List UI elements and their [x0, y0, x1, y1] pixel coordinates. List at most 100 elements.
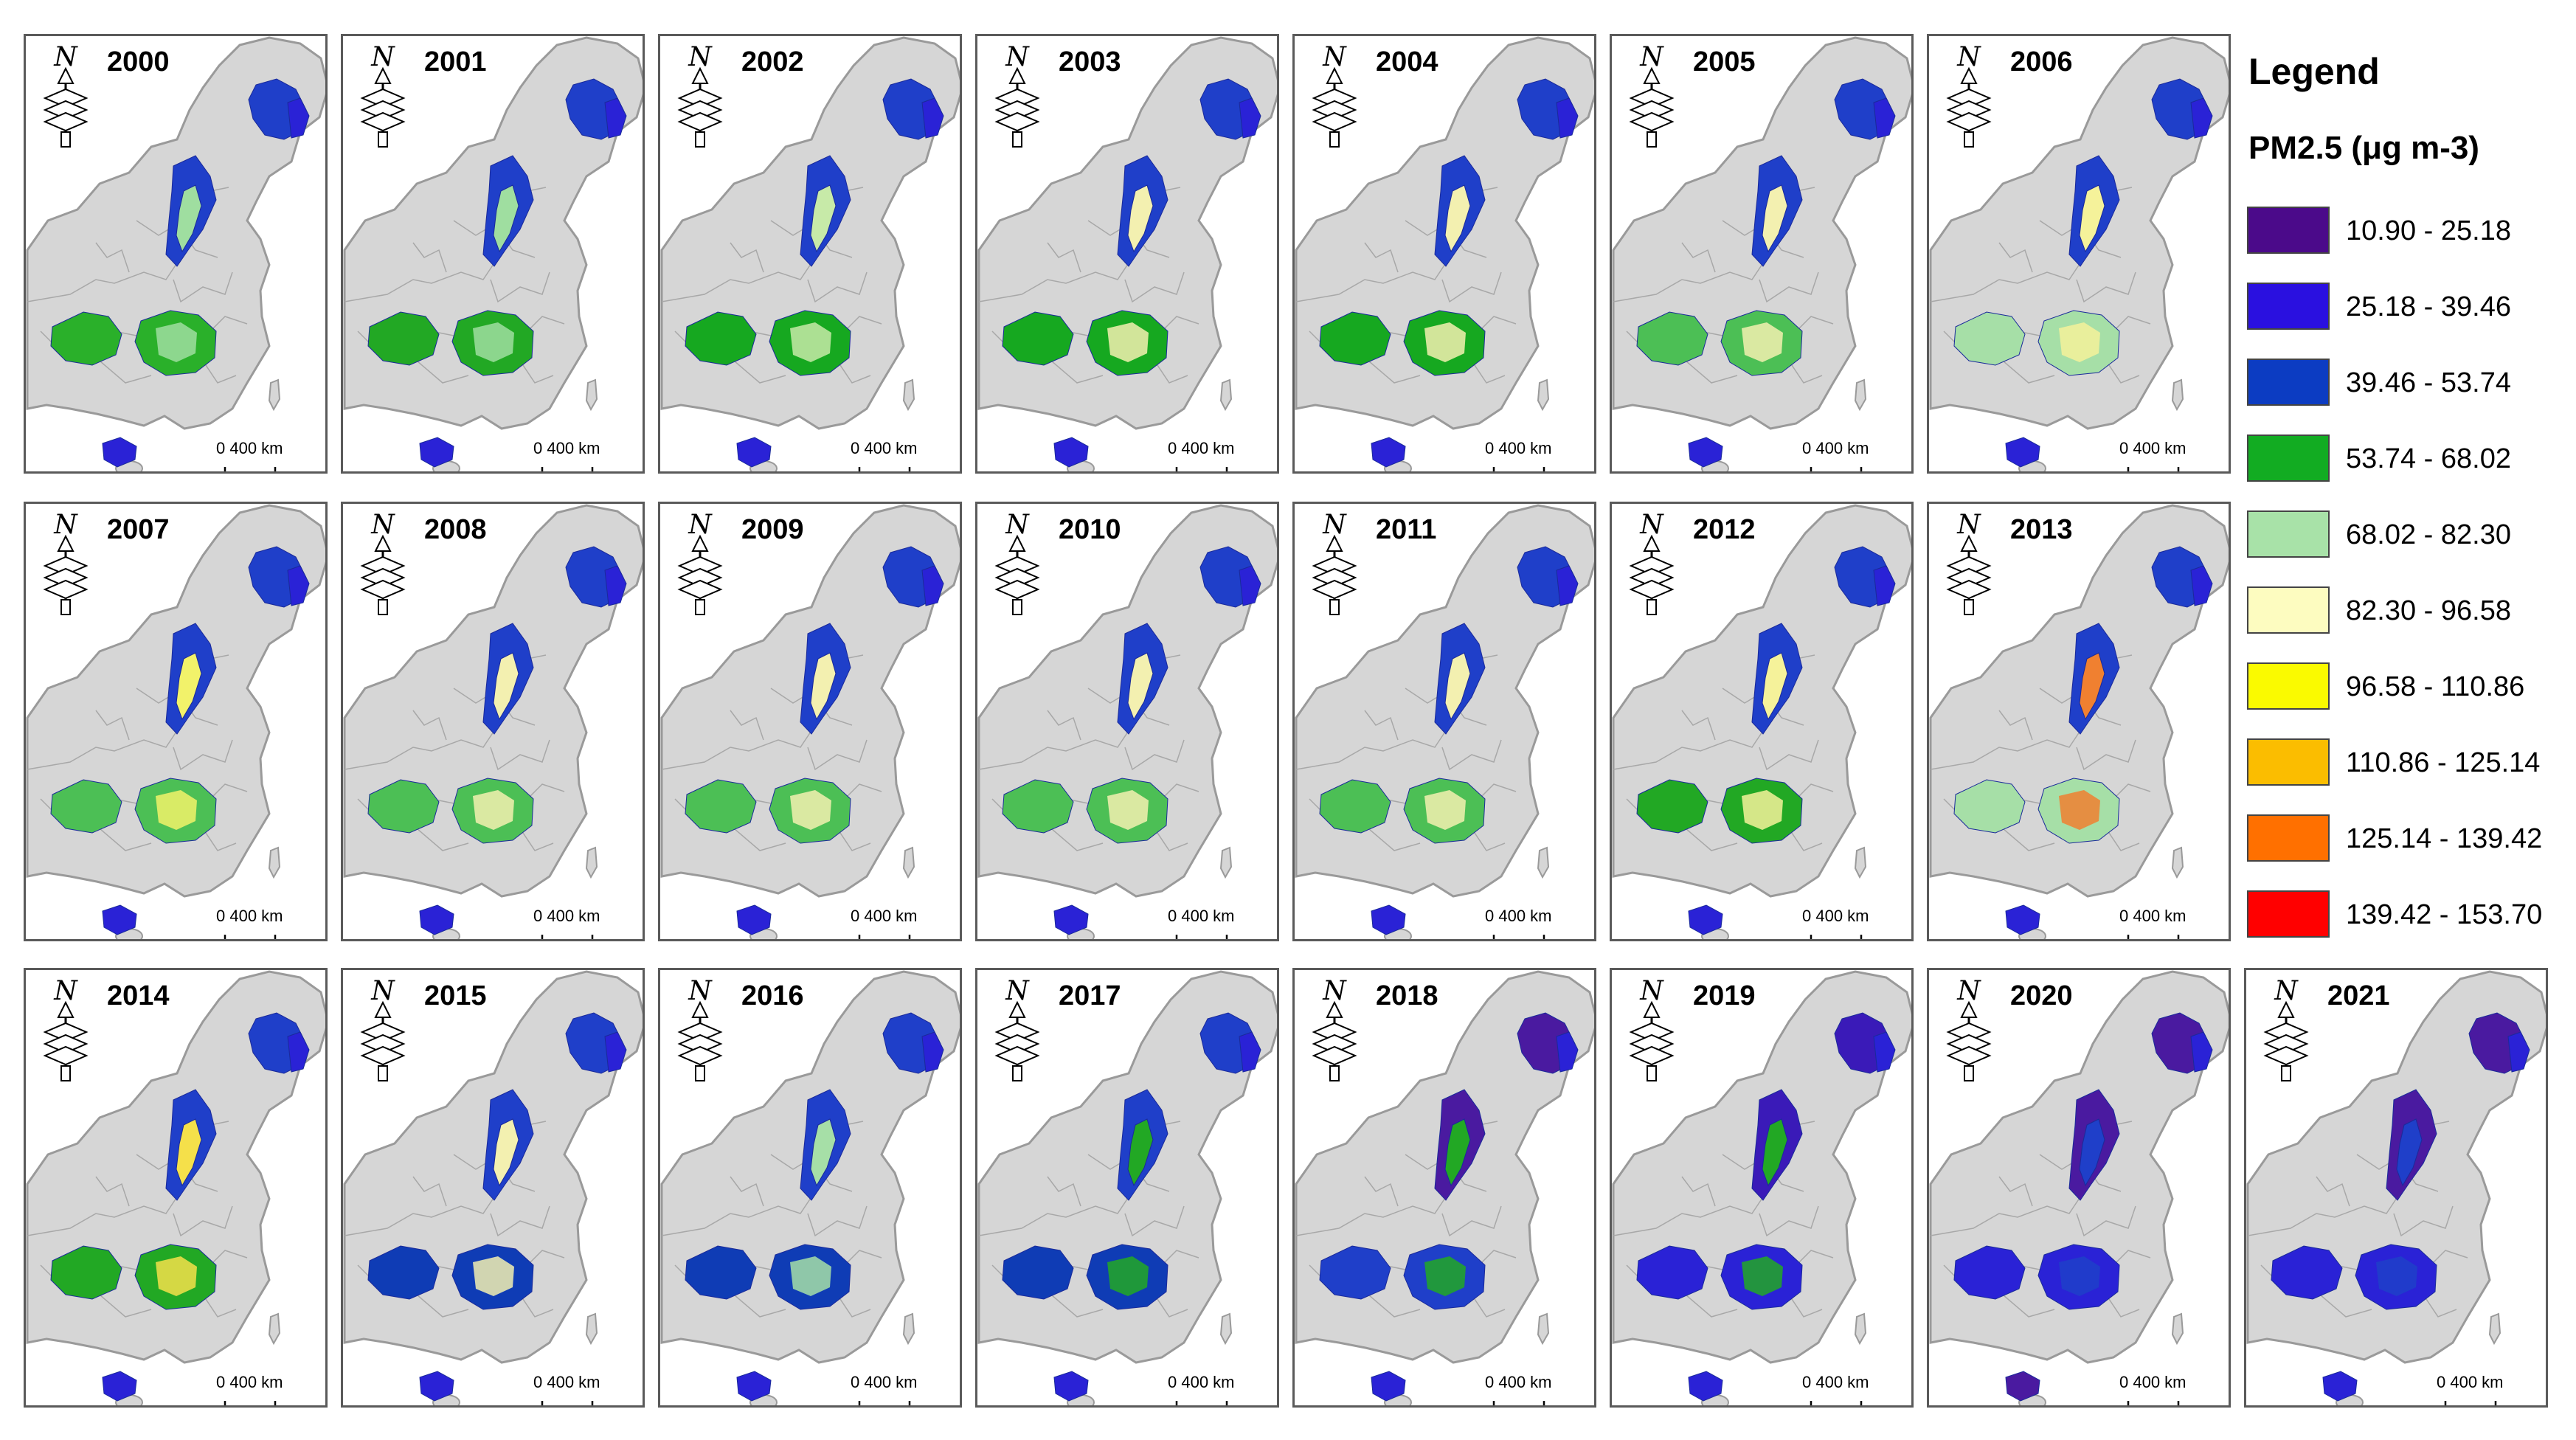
legend-class-label: 82.30 - 96.58 — [2346, 595, 2511, 626]
pm25-region — [1762, 184, 1788, 253]
scale-bar-label: 0 400 km — [851, 439, 918, 457]
map-year-label: 2021 — [2327, 980, 2390, 1011]
map-svg — [660, 36, 960, 471]
pm25-region — [1742, 790, 1783, 830]
pm25-region — [1002, 1245, 1074, 1300]
pm25-region — [102, 437, 137, 468]
map-panel-2008: N 2008 0 400 km — [341, 502, 645, 941]
scale-bar-label: 0 400 km — [216, 907, 283, 925]
map-year-label: 2009 — [741, 514, 804, 545]
island-east — [1537, 846, 1550, 879]
map-svg — [343, 970, 643, 1405]
pm25-region — [1424, 790, 1466, 830]
pm25-region — [1107, 1256, 1149, 1296]
pm25-region — [1953, 779, 2026, 834]
pm25-region — [50, 1245, 122, 1300]
province-boundary — [412, 1176, 447, 1207]
pm25-region — [156, 322, 197, 362]
legend-class: 125.14 - 139.42 — [2247, 814, 2572, 866]
pm25-region — [1688, 437, 1723, 468]
province-boundary — [730, 1176, 764, 1207]
scale-bar-label: 0 400 km — [1485, 1373, 1552, 1391]
scale-bar: 0 400 km — [1168, 1373, 1277, 1405]
svg-text:N: N — [688, 42, 713, 72]
island-east — [1219, 1312, 1233, 1346]
scale-bar-label: 0 400 km — [2119, 1373, 2187, 1391]
pm25-region — [419, 437, 454, 468]
scale-bar: 0 400 km — [2119, 907, 2229, 939]
map-panel-2017: N 2017 0 400 km — [975, 968, 1279, 1408]
north-arrow-icon: N — [32, 508, 100, 619]
scale-bar-label: 0 400 km — [2119, 439, 2187, 457]
pm25-region — [2271, 1245, 2343, 1300]
pm25-region — [473, 1256, 514, 1296]
province-boundary — [202, 1294, 237, 1318]
province-boundary — [807, 1205, 868, 1237]
map-svg — [26, 504, 325, 939]
island-east — [1854, 378, 1867, 412]
scale-bar: 0 400 km — [1485, 439, 1594, 471]
scale-bar-label: 0 400 km — [1802, 907, 1869, 925]
legend: Legend PM2.5 (μg m-3) 10.90 - 25.18 25.18… — [2243, 43, 2567, 958]
north-arrow-icon: N — [983, 41, 1051, 151]
pm25-region — [473, 322, 514, 362]
pm25-region — [1239, 97, 1261, 139]
province-boundary — [1471, 1294, 1506, 1318]
map-svg — [1295, 36, 1594, 471]
pm25-region — [685, 311, 757, 366]
pm25-region — [810, 652, 837, 721]
province-boundary — [2076, 739, 2136, 771]
pm25-region — [604, 1031, 627, 1073]
map-year-label: 2018 — [1376, 980, 1438, 1011]
pm25-region — [1002, 311, 1074, 366]
pm25-region — [2059, 1256, 2100, 1296]
svg-text:N: N — [53, 510, 78, 540]
pm25-region — [2005, 1371, 2040, 1402]
island-east — [1854, 846, 1867, 879]
province-boundary — [1759, 1205, 1819, 1237]
province-boundary — [1930, 1191, 2085, 1236]
province-boundary — [978, 1191, 1133, 1236]
province-boundary — [490, 739, 550, 771]
svg-text:N: N — [53, 976, 78, 1006]
province-boundary — [2393, 1205, 2454, 1237]
pm25-region — [1556, 97, 1579, 139]
legend-class-label: 25.18 - 39.46 — [2346, 291, 2511, 322]
legend-swatch — [2247, 738, 2330, 786]
pm25-region — [2005, 904, 2040, 935]
pm25-region — [2376, 1256, 2417, 1296]
map-year-label: 2006 — [2010, 46, 2073, 77]
svg-text:N: N — [1639, 510, 1664, 540]
map-year-label: 2015 — [424, 980, 487, 1011]
province-boundary — [1364, 710, 1399, 741]
map-svg — [977, 970, 1277, 1405]
pm25-region — [1239, 565, 1261, 606]
north-arrow-icon: N — [349, 975, 417, 1085]
pm25-region — [921, 565, 944, 606]
province-boundary — [1759, 271, 1819, 303]
legend-class: 53.74 - 68.02 — [2247, 435, 2572, 486]
legend-class-label: 96.58 - 110.86 — [2346, 671, 2525, 702]
map-year-label: 2004 — [1376, 46, 1438, 77]
scale-bar: 0 400 km — [2437, 1373, 2546, 1405]
scale-bar: 0 400 km — [1485, 907, 1594, 939]
scale-bar: 0 400 km — [216, 439, 325, 471]
north-arrow-icon: N — [666, 975, 734, 1085]
map-svg — [977, 36, 1277, 471]
map-year-label: 2008 — [424, 514, 487, 545]
province-boundary — [2105, 1294, 2140, 1318]
legend-class-label: 39.46 - 53.74 — [2346, 367, 2511, 398]
province-boundary — [1759, 739, 1819, 771]
province-boundary — [1471, 360, 1506, 384]
svg-text:N: N — [1005, 510, 1030, 540]
pm25-region — [2190, 1031, 2213, 1073]
province-boundary — [344, 1191, 499, 1236]
pm25-region — [736, 437, 772, 468]
pm25-region — [1002, 779, 1074, 834]
island-east — [902, 846, 915, 879]
map-panel-2014: N 2014 0 400 km — [24, 968, 328, 1408]
pm25-region — [367, 1245, 440, 1300]
pm25-region — [493, 184, 519, 253]
pm25-region — [685, 1245, 757, 1300]
pm25-region — [1424, 1256, 1466, 1296]
